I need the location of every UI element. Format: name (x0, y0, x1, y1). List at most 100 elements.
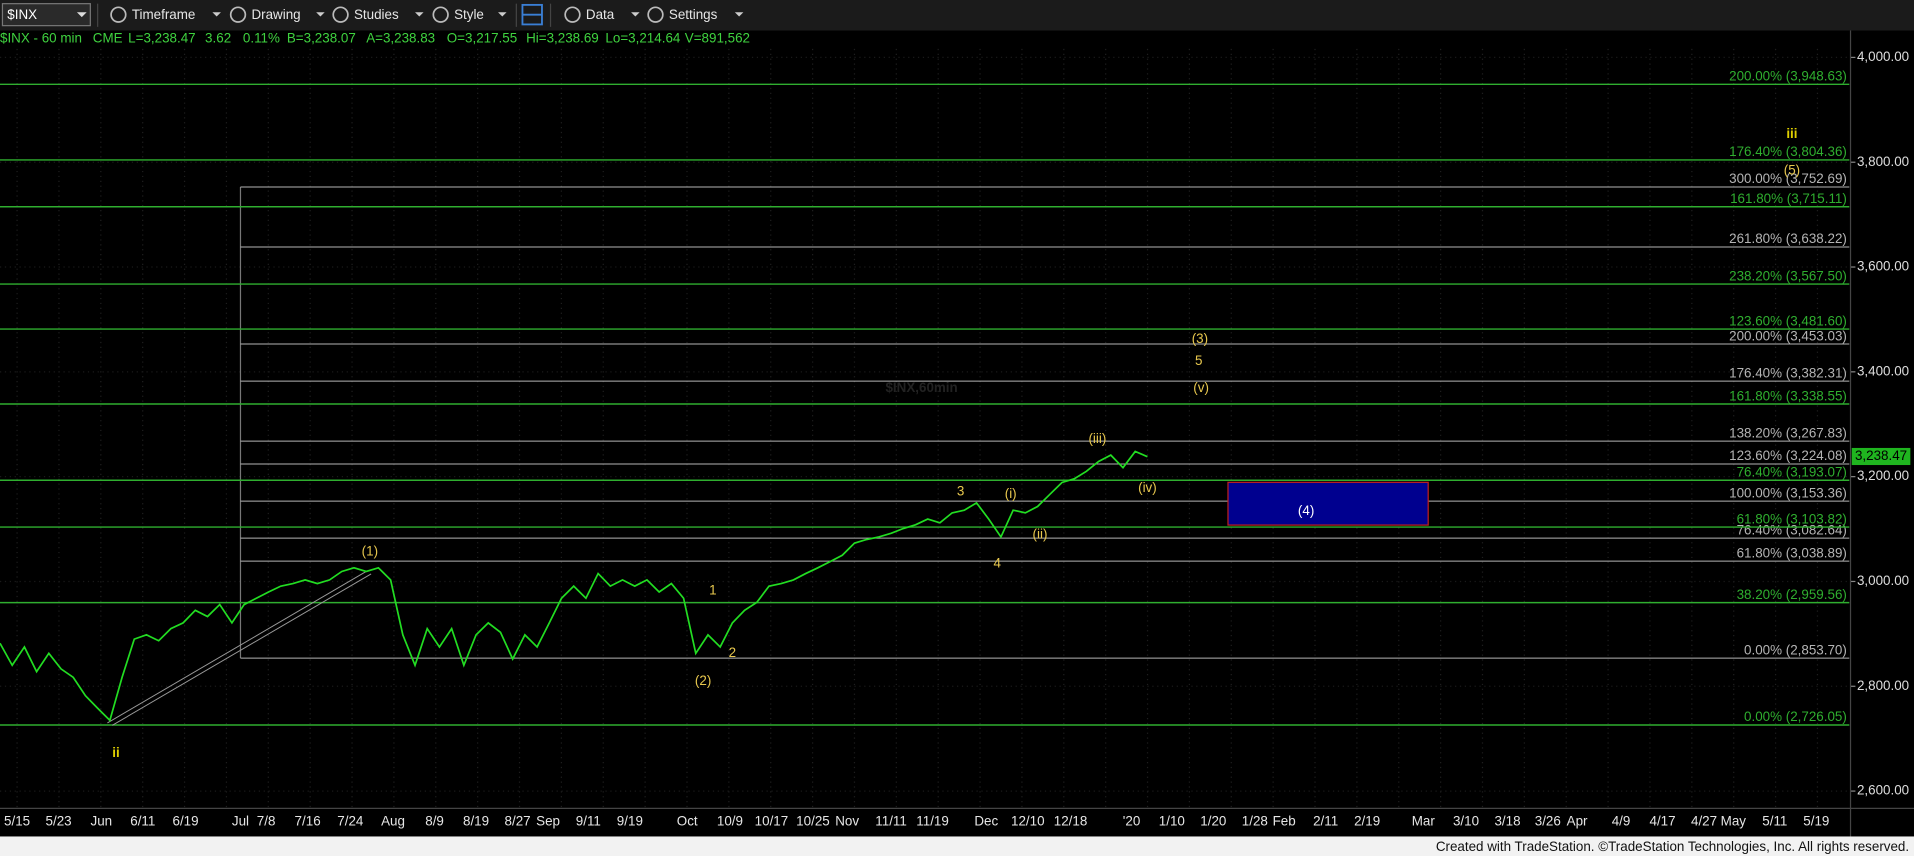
symbol-input[interactable] (1, 3, 91, 27)
x-tick-label: Apr (1567, 813, 1588, 828)
x-tick-label: 5/15 (4, 813, 30, 828)
menu[interactable]: Studies (332, 6, 424, 23)
x-tick-label: May (1721, 813, 1747, 828)
dropdown-arrow (498, 12, 507, 17)
menu-icon (110, 6, 127, 23)
symbol-text: $INX (7, 7, 37, 22)
x-tick-label: 11/11 (875, 813, 907, 828)
x-tick-label: Jul (232, 813, 249, 828)
y-tick-label: 2,800.00 (1857, 678, 1909, 693)
retrace-label: 176.40% (3,382.31) (1729, 365, 1847, 380)
quote-field: 3.62 (205, 31, 231, 46)
x-tick-label: 1/28 (1242, 813, 1268, 828)
x-tick-label: Dec (974, 813, 998, 828)
dropdown-arrow (76, 12, 87, 18)
x-tick-label: 6/11 (130, 813, 155, 828)
fib-label: 176.40% (3,804.36) (1729, 144, 1847, 159)
x-tick-label: 3/26 (1535, 813, 1561, 828)
symbol-box[interactable]: $INX (1, 3, 91, 27)
x-tick-label: 4/27 (1691, 813, 1717, 828)
menu-label: Settings (669, 7, 718, 22)
x-tick-label: 6/19 (172, 813, 198, 828)
menu[interactable]: Timeframe (110, 6, 221, 23)
menu[interactable]: Data (564, 6, 640, 23)
wave-label: (v) (1193, 380, 1209, 395)
fib-label: 161.80% (3,338.55) (1729, 388, 1847, 403)
menu[interactable]: Style (432, 6, 507, 23)
toolbar (0, 0, 1914, 31)
x-tick-label: 10/25 (796, 813, 830, 828)
y-tick-label: 3,000.00 (1857, 573, 1909, 588)
x-tick-label: 3/10 (1453, 813, 1479, 828)
fib-label: 238.20% (3,567.50) (1729, 268, 1847, 283)
x-tick-label: 3/18 (1494, 813, 1520, 828)
wave-label: (ii) (1033, 526, 1048, 541)
fib-label: 76.40% (3,193.07) (1737, 465, 1847, 480)
wave-label: (iv) (1138, 480, 1157, 495)
quote-field: O=3,217.55 (447, 31, 517, 46)
wave-label: iii (1786, 126, 1797, 141)
y-tick-label: 3,800.00 (1857, 154, 1909, 169)
quote-field: Hi=3,238.69 (526, 31, 599, 46)
retrace-label: 138.20% (3,267.83) (1729, 425, 1847, 440)
x-tick-label: 2/19 (1354, 813, 1380, 828)
target-zone (1227, 481, 1429, 526)
dropdown-arrow (734, 12, 744, 17)
x-tick-label: 7/8 (257, 813, 276, 828)
fib-label: 38.20% (2,959.56) (1737, 587, 1847, 602)
x-tick-label: 12/10 (1011, 813, 1045, 828)
fib-label: 200.00% (3,948.63) (1729, 69, 1847, 84)
quote-field: 0.11% (243, 31, 280, 46)
x-tick-label: 8/19 (463, 813, 489, 828)
x-tick-label: 11/19 (916, 813, 949, 828)
retrace-label: 300.00% (3,752.69) (1729, 171, 1847, 186)
menu-icon (647, 6, 664, 23)
y-tick-label: 3,600.00 (1857, 259, 1909, 274)
quote-field: B=3,238.07 (287, 31, 356, 46)
retrace-label: 61.80% (3,038.89) (1737, 545, 1847, 560)
quote-field: V=891,562 (685, 31, 750, 46)
x-tick-label: 8/9 (425, 813, 444, 828)
dropdown-arrow (415, 12, 424, 17)
wave-label: ii (112, 745, 119, 760)
trend-line (112, 573, 372, 726)
x-tick-label: 4/9 (1612, 813, 1631, 828)
retrace-label: 261.80% (3,638.22) (1729, 231, 1847, 246)
x-tick-label: 8/27 (505, 813, 531, 828)
x-tick-label: 4/17 (1649, 813, 1675, 828)
dropdown-arrow (212, 12, 221, 17)
fib-label: 161.80% (3,715.11) (1730, 191, 1847, 206)
retrace-label: 76.40% (3,082.64) (1737, 522, 1847, 537)
quote-field: A=3,238.83 (366, 31, 435, 46)
menu[interactable]: Drawing (229, 6, 325, 23)
x-tick-label: 10/9 (717, 813, 743, 828)
trend-line (107, 571, 367, 724)
x-tick-label: Sep (536, 813, 560, 828)
quote-field: CME (93, 31, 123, 46)
wave-label: (5) (1784, 163, 1800, 178)
x-tick-label: Feb (1273, 813, 1296, 828)
retrace-label: 0.00% (2,853.70) (1744, 642, 1847, 657)
x-tick-label: Jun (91, 813, 113, 828)
x-tick-label: 2/11 (1313, 813, 1338, 828)
quote-field: Lo=3,214.64 (605, 31, 680, 46)
x-tick-label: 12/18 (1054, 813, 1088, 828)
fib-label: 61.80% (3,103.82) (1737, 511, 1847, 526)
x-tick-label: 5/19 (1803, 813, 1829, 828)
wave-label: 3 (957, 484, 964, 499)
x-tick-label: Oct (677, 813, 698, 828)
menu-label: Drawing (251, 7, 300, 22)
retrace-label: 100.00% (3,153.36) (1729, 485, 1847, 500)
retrace-label: 200.00% (3,453.03) (1729, 328, 1847, 343)
wave-label: 5 (1195, 353, 1202, 368)
fib-label: 0.00% (2,726.05) (1744, 709, 1847, 724)
menu-label: Timeframe (132, 7, 196, 22)
x-tick-label: 10/17 (755, 813, 789, 828)
x-tick-label: 5/11 (1762, 813, 1787, 828)
menu[interactable]: Settings (647, 6, 744, 23)
y-tick-label: 4,000.00 (1857, 49, 1909, 64)
quote-field: $INX - 60 min (0, 31, 82, 46)
